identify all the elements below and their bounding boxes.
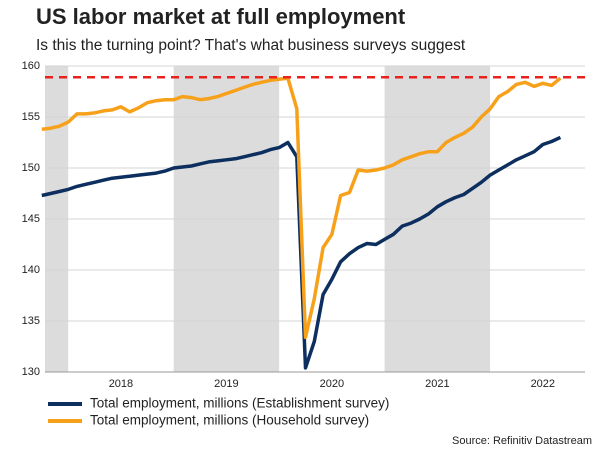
x-tick-label: 2021	[425, 378, 449, 390]
y-tick-label: 135	[22, 315, 40, 327]
x-tick-label: 2022	[531, 378, 555, 390]
y-tick-label: 150	[22, 162, 40, 174]
series-line	[41, 76, 562, 340]
source: Source: Refinitiv Datastream	[452, 435, 592, 447]
y-tick-label: 130	[22, 366, 40, 378]
x-tick-label: 2020	[320, 378, 344, 390]
x-tick-label: 2018	[109, 378, 133, 390]
y-tick-label: 160	[22, 60, 40, 72]
y-tick-label: 140	[22, 264, 40, 276]
legend-label: Total employment, millions (Establishmen…	[90, 396, 389, 411]
y-tick-label: 145	[22, 213, 40, 225]
legend-label: Total employment, millions (Household su…	[90, 413, 369, 428]
chart-title: US labor market at full employment	[36, 4, 406, 29]
x-tick-label: 2019	[214, 378, 238, 390]
y-tick-label: 155	[22, 111, 40, 123]
chart-subtitle: Is this the turning point? That's what b…	[36, 37, 466, 54]
